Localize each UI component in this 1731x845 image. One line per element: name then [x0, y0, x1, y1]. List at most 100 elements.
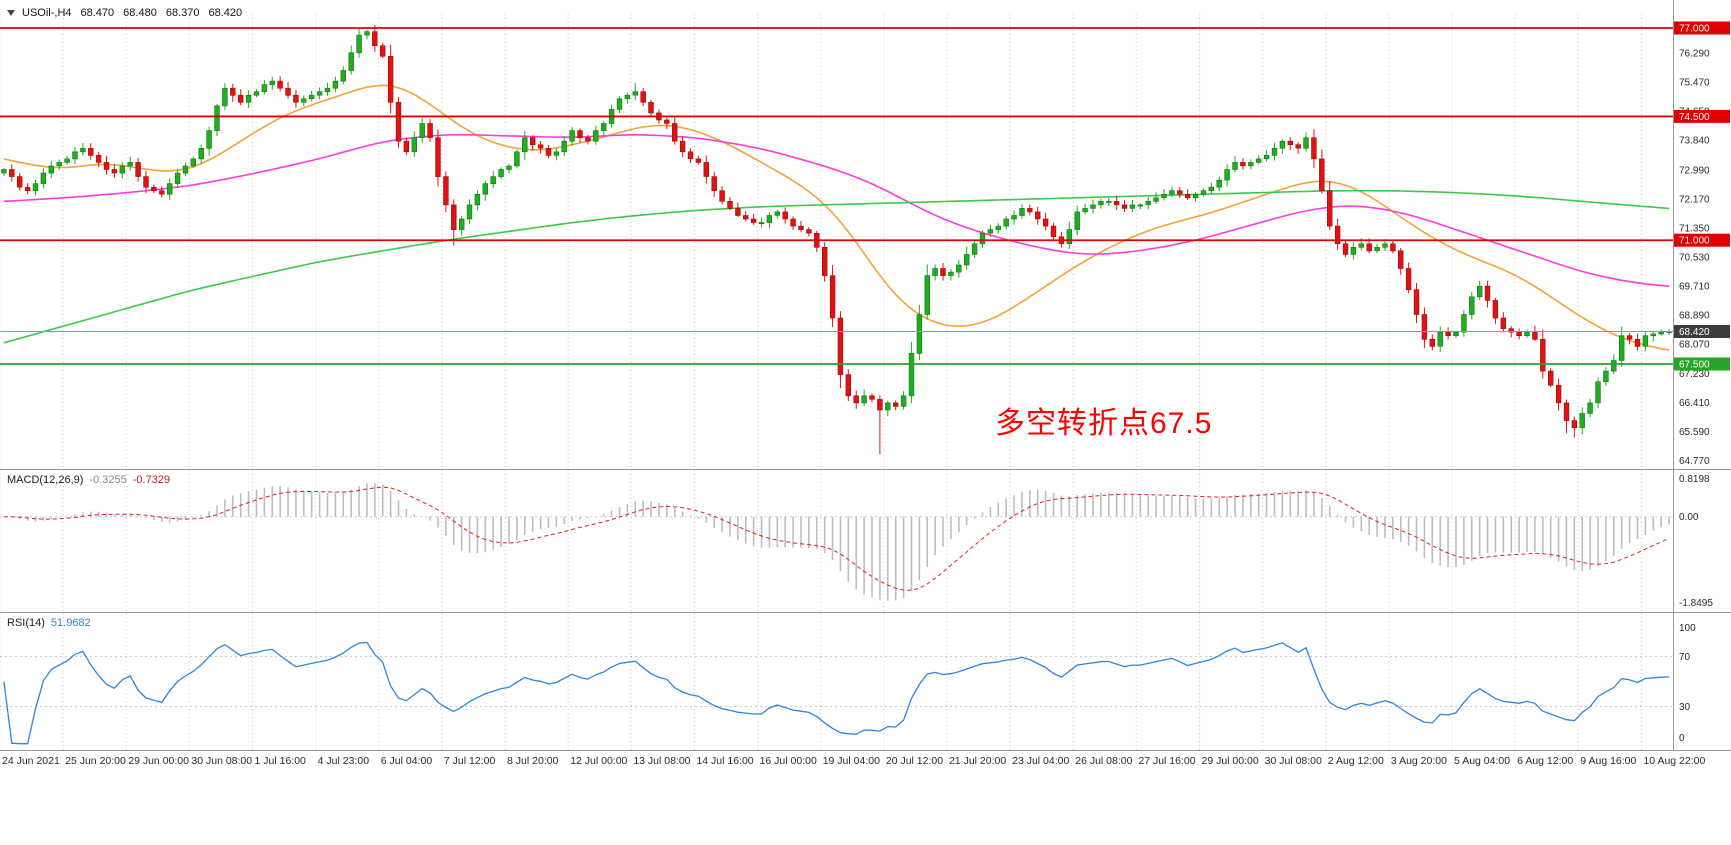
chart-annotation-text: 多空转折点67.5	[995, 407, 1213, 440]
time-axis-label: 6 Jul 04:00	[381, 755, 433, 767]
macd-main-value: -0.3255	[89, 474, 127, 486]
candle-body	[1469, 296, 1475, 315]
candlestick-chart-canvas[interactable]	[0, 0, 1673, 469]
quote-bar: USOil-,H4 68.470 68.480 68.370 68.420	[7, 7, 242, 19]
candle-body	[48, 165, 55, 174]
candle-body	[916, 314, 923, 354]
candle-body	[1477, 285, 1483, 298]
candle-body	[648, 102, 654, 114]
candle-body	[32, 183, 39, 192]
candle-body	[1042, 218, 1049, 227]
candle-body	[24, 186, 31, 191]
price-tick-label: 72.170	[1679, 194, 1710, 205]
candle-body	[1587, 402, 1593, 414]
time-axis-label: 30 Jun 08:00	[191, 755, 252, 767]
candle-body	[829, 275, 836, 319]
candle-body	[569, 130, 575, 142]
price-tick-label: 66.410	[1679, 398, 1710, 409]
candle-body	[1642, 335, 1649, 347]
candle-body	[1524, 331, 1530, 337]
price-level-badge-71.000	[1674, 233, 1730, 247]
panel-separator	[0, 750, 1731, 751]
candle-body	[167, 183, 173, 195]
candle-body	[1082, 208, 1088, 213]
candle-body	[1200, 190, 1207, 195]
candle-body	[1382, 243, 1388, 248]
candle-body	[474, 194, 481, 206]
candle-body	[1050, 225, 1057, 238]
candle-body	[1579, 413, 1585, 428]
ma-slow-green	[3, 189, 1670, 344]
candle-body	[1011, 215, 1017, 220]
symbol-marker-icon[interactable]	[7, 10, 15, 16]
candle-body	[1185, 194, 1191, 199]
candle-body	[711, 176, 717, 192]
candle-body	[324, 87, 331, 92]
candle-body	[1066, 229, 1073, 245]
time-axis-label: 26 Jul 08:00	[1075, 755, 1132, 767]
macd-signal-value: -0.7329	[132, 474, 171, 486]
price-tick-label: 75.470	[1679, 78, 1710, 89]
candle-body	[1650, 333, 1657, 337]
candle-body	[703, 162, 710, 177]
candle-body	[553, 151, 560, 156]
candle-body	[261, 84, 268, 92]
candle-body	[230, 87, 236, 96]
candle-body	[253, 91, 260, 96]
candle-body	[593, 130, 599, 142]
candle-body	[790, 218, 796, 227]
candle-body	[1, 169, 7, 174]
candle-body	[190, 158, 196, 167]
candle-body	[869, 395, 875, 400]
price-level-badge-74.500	[1674, 109, 1730, 123]
current-price-badge-text: 68.420	[1679, 327, 1710, 338]
candle-body	[316, 91, 323, 96]
time-axis-label: 19 Jul 04:00	[823, 755, 880, 767]
candle-body	[443, 176, 449, 206]
candle-body	[498, 169, 504, 177]
candle-body	[1177, 190, 1183, 195]
macd-scale-zero: 0.00	[1679, 512, 1699, 523]
candle-body	[285, 87, 291, 96]
price-level-badge-71.000-text: 71.000	[1679, 236, 1710, 247]
candle-body	[206, 130, 212, 149]
macd-panel-canvas[interactable]	[0, 470, 1673, 612]
candle-body	[214, 105, 220, 131]
time-axis-label: 9 Aug 16:00	[1580, 755, 1636, 767]
time-axis-label: 20 Jul 12:00	[886, 755, 943, 767]
time-axis-label: 13 Jul 08:00	[633, 755, 690, 767]
candle-body	[695, 158, 702, 163]
time-axis-label: 29 Jun 00:00	[128, 755, 189, 767]
candle-body	[1484, 285, 1491, 301]
candle-body	[1287, 140, 1294, 145]
candle-body	[1445, 331, 1451, 337]
candle-body	[403, 140, 410, 153]
candle-body	[1169, 190, 1175, 195]
candle-body	[1240, 162, 1246, 167]
candle-body	[490, 176, 496, 185]
price-tick-label: 73.840	[1679, 135, 1710, 146]
time-axis-label: 21 Jul 20:00	[949, 755, 1006, 767]
candle-body	[782, 211, 788, 220]
time-axis-label: 5 Aug 04:00	[1454, 755, 1510, 767]
candle-body	[1106, 201, 1112, 203]
price-level-badge-77.000	[1674, 21, 1730, 35]
quote-close-value: 68.420	[208, 7, 243, 19]
candle-body	[506, 165, 512, 170]
candle-body	[1563, 402, 1570, 421]
candle-body	[356, 34, 362, 54]
candle-body	[40, 172, 47, 184]
candle-body	[1192, 194, 1199, 199]
candle-body	[1003, 218, 1009, 227]
candle-body	[1019, 208, 1025, 216]
candle-body	[1090, 204, 1096, 209]
candle-body	[451, 204, 457, 230]
candle-body	[482, 183, 488, 195]
candle-body	[1555, 384, 1562, 404]
rsi-panel-canvas[interactable]	[0, 613, 1673, 750]
candle-body	[88, 148, 94, 156]
candle-body	[1113, 201, 1120, 206]
candle-body	[1256, 158, 1262, 163]
quote-low-value: 68.370	[165, 7, 200, 19]
